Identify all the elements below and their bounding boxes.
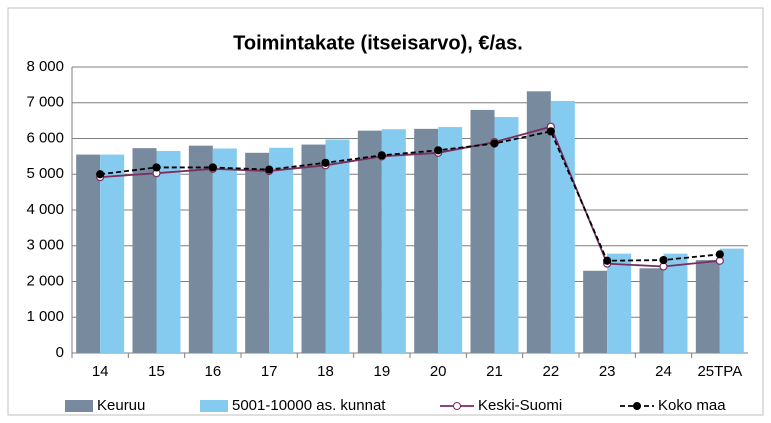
bar bbox=[414, 128, 439, 353]
chart-title: Toimintakate (itseisarvo), €/as. bbox=[233, 32, 523, 54]
bar bbox=[470, 109, 495, 354]
bar bbox=[357, 130, 382, 353]
y-tick-label: 1 000 bbox=[26, 308, 64, 325]
y-tick-label: 4 000 bbox=[26, 201, 64, 218]
legend-label: Koko maa bbox=[658, 397, 726, 414]
y-tick-label: 3 000 bbox=[26, 237, 64, 254]
x-tick-label: 17 bbox=[261, 363, 278, 380]
x-tick-label: 22 bbox=[542, 363, 559, 380]
y-tick-label: 8 000 bbox=[26, 58, 64, 75]
marker bbox=[659, 255, 668, 265]
line bbox=[100, 125, 720, 268]
bar bbox=[639, 268, 664, 353]
bar bbox=[438, 127, 463, 353]
line bbox=[100, 130, 720, 262]
y-tick-label: 7 000 bbox=[26, 94, 64, 111]
bar bbox=[301, 144, 326, 353]
marker bbox=[96, 170, 105, 179]
bar bbox=[76, 154, 101, 353]
x-tick-label: 15 bbox=[148, 363, 165, 380]
y-tick-label: 5 000 bbox=[26, 165, 64, 182]
bar bbox=[381, 129, 406, 353]
legend-label: 5001-10000 as. kunnat bbox=[232, 397, 386, 414]
legend-swatch bbox=[200, 400, 228, 412]
x-tick-label: 16 bbox=[204, 363, 221, 380]
marker bbox=[265, 165, 274, 174]
x-tick-label: 23 bbox=[599, 363, 616, 380]
chart-border bbox=[7, 7, 764, 416]
marker bbox=[377, 151, 386, 160]
y-tick-label: 0 bbox=[56, 344, 64, 361]
bar bbox=[583, 270, 608, 353]
legend-label: Keuruu bbox=[97, 397, 145, 414]
marker bbox=[603, 256, 612, 265]
bar bbox=[607, 253, 632, 353]
x-tick-label: 20 bbox=[430, 363, 447, 380]
marker bbox=[490, 139, 499, 148]
x-tick-label: 24 bbox=[655, 363, 672, 380]
legend-marker bbox=[633, 402, 641, 410]
x-tick-label: 25TPA bbox=[697, 363, 742, 380]
bar bbox=[212, 148, 237, 353]
bar bbox=[719, 248, 744, 353]
bar bbox=[550, 100, 575, 354]
x-tick-label: 14 bbox=[92, 363, 109, 380]
marker bbox=[715, 250, 724, 259]
x-tick-label: 21 bbox=[486, 363, 503, 380]
y-tick-label: 2 000 bbox=[26, 272, 64, 289]
bar bbox=[245, 152, 270, 353]
x-tick-label: 19 bbox=[373, 363, 390, 380]
legend-label: Keski-Suomi bbox=[478, 397, 562, 414]
bar bbox=[269, 147, 294, 353]
bar bbox=[325, 139, 350, 353]
bar bbox=[695, 260, 720, 353]
legend-marker bbox=[453, 402, 461, 410]
bar bbox=[188, 145, 213, 353]
marker bbox=[208, 163, 217, 172]
bar bbox=[132, 148, 157, 353]
marker bbox=[321, 158, 330, 167]
marker bbox=[434, 146, 443, 155]
bar bbox=[663, 253, 688, 353]
marker bbox=[546, 127, 555, 136]
bar bbox=[100, 154, 125, 353]
bar bbox=[494, 117, 519, 353]
bar bbox=[156, 151, 181, 353]
y-tick-label: 6 000 bbox=[26, 129, 64, 146]
x-tick-label: 18 bbox=[317, 363, 334, 380]
legend-swatch bbox=[65, 400, 93, 412]
marker bbox=[152, 163, 161, 172]
